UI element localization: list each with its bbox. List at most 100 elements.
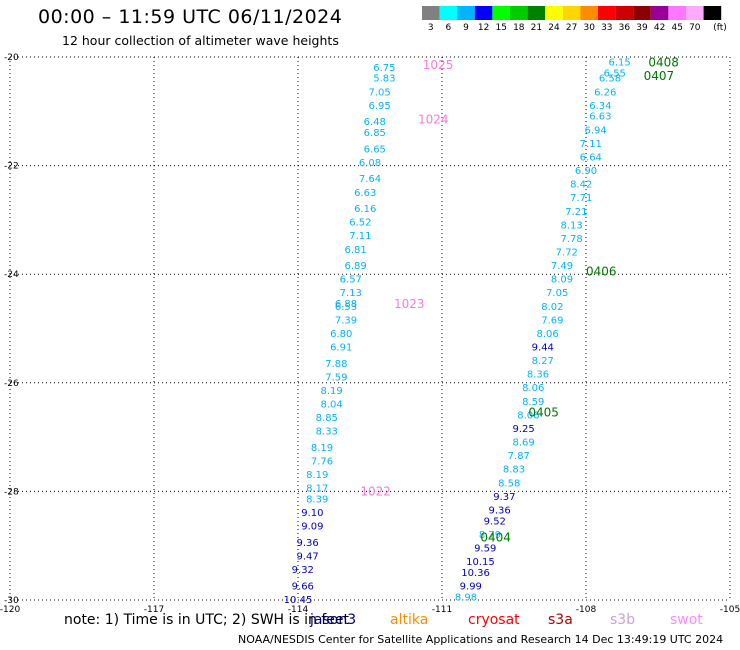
swh-value-label: 9.09	[301, 522, 323, 533]
satellite-cryosat: cryosat	[468, 612, 520, 628]
swh-value-label: 7.69	[541, 315, 563, 326]
swh-value-label: 7.49	[551, 261, 573, 272]
swh-value-label: 6.65	[364, 144, 386, 155]
colorbar-swatch	[633, 6, 651, 20]
colorbar-label: 45	[671, 23, 682, 33]
swh-value-label: 8.27	[532, 356, 554, 367]
colorbar-label: 36	[619, 23, 631, 33]
swh-value-label: 6.89	[344, 261, 366, 272]
y-tick-label: -20	[4, 53, 19, 63]
time-label: 1025	[423, 58, 454, 72]
swh-value-label: 6.52	[349, 218, 371, 229]
colorbar-label: 39	[636, 23, 648, 33]
swh-value-label: 8.06	[536, 329, 558, 340]
satellite-s3a: s3a	[548, 612, 573, 628]
swh-value-label: 8.19	[306, 470, 328, 481]
swh-value-label: 9.59	[474, 543, 496, 554]
swh-value-label: 9.37	[493, 492, 515, 503]
colorbar-label: 21	[531, 23, 542, 33]
swh-value-label: 8.42	[570, 180, 592, 191]
swh-value-label: 9.44	[532, 343, 554, 354]
colorbar-swatch	[545, 6, 563, 20]
swh-value-label: 9.47	[296, 552, 318, 563]
swh-value-label: 6.88	[335, 299, 357, 310]
colorbar-swatch	[598, 6, 616, 20]
colorbar-swatch	[422, 6, 440, 20]
satellite-jason3: jason3	[310, 612, 357, 628]
time-label: 0408	[648, 55, 679, 69]
swh-value-label: 7.76	[311, 457, 333, 468]
y-tick-label: -26	[4, 379, 19, 389]
swh-value-label: 7.13	[340, 288, 362, 299]
swh-value-label: 10.36	[461, 568, 490, 579]
colorbar-swatch	[650, 6, 669, 20]
swh-value-label: 8.06	[517, 410, 539, 421]
colorbar-label: 15	[495, 23, 506, 33]
swh-value-label: 6.80	[330, 329, 352, 340]
colorbar-label: 30	[583, 23, 595, 33]
swh-value-label: 8.79	[479, 530, 501, 541]
colorbar-label: 70	[689, 23, 701, 33]
time-label: 1023	[394, 297, 425, 311]
x-tick-label: -120	[0, 605, 20, 615]
colorbar-swatch	[615, 6, 634, 20]
swh-value-label: 8.19	[320, 386, 342, 397]
swh-value-label: 9.66	[292, 581, 314, 592]
swh-value-label: 7.05	[546, 288, 568, 299]
swh-value-label: 7.11	[580, 139, 602, 150]
swh-value-label: 8.98	[455, 592, 477, 603]
swh-value-label: 8.83	[503, 465, 525, 476]
swh-value-label: 6.94	[584, 125, 606, 136]
swh-value-label: 6.16	[354, 204, 376, 215]
swh-value-label: 7.39	[335, 315, 357, 326]
swh-value-label: 6.53	[335, 302, 357, 313]
swh-value-label: 6.58	[599, 74, 621, 85]
colorbar-swatch	[474, 6, 493, 20]
colorbar-label: 33	[601, 23, 612, 33]
swh-value-label: 6.63	[354, 188, 376, 199]
swh-value-label: 6.81	[344, 245, 366, 256]
swh-value-label: 6.08	[359, 158, 381, 169]
swh-value-label: 9.36	[296, 538, 318, 549]
colorbar-label: 18	[513, 23, 525, 33]
colorbar-swatch	[686, 6, 704, 20]
y-tick-label: -30	[4, 596, 19, 606]
colorbar-label: 27	[566, 23, 577, 33]
colorbar-swatch	[527, 6, 546, 20]
swh-value-label: 6.91	[330, 343, 352, 354]
colorbar-label: 3	[428, 23, 434, 33]
time-label: 1022	[360, 484, 391, 498]
swh-value-label: 7.87	[508, 451, 530, 462]
swh-value-label: 6.85	[364, 128, 386, 139]
colorbar-swatch	[510, 6, 528, 20]
time-label: 0407	[644, 69, 675, 83]
x-tick-label: -114	[288, 605, 309, 615]
x-tick-label: -105	[720, 605, 740, 615]
x-tick-label: -108	[576, 605, 597, 615]
satellite-altika: altika	[390, 612, 429, 628]
colorbar-label: 9	[463, 23, 469, 33]
colorbar-swatch	[492, 6, 510, 20]
swh-value-label: 6.34	[589, 101, 611, 112]
swh-value-label: 9.52	[484, 516, 506, 527]
x-tick-label: -117	[144, 605, 164, 615]
swh-value-label: 7.21	[565, 207, 587, 218]
colorbar-swatch	[703, 6, 722, 20]
satellite-swot: swot	[670, 612, 703, 628]
time-label: 0406	[586, 264, 617, 278]
colorbar-swatch	[457, 6, 475, 20]
swh-value-label: 6.48	[364, 117, 386, 128]
chart-title: 00:00 – 11:59 UTC 06/11/2024	[38, 6, 343, 28]
swh-value-label: 7.11	[349, 231, 371, 242]
colorbar-swatch	[580, 6, 598, 20]
swh-value-label: 8.02	[541, 302, 563, 313]
swh-value-label: 6.64	[580, 152, 602, 163]
colorbar-label: 42	[654, 23, 665, 33]
swh-value-label: 8.17	[306, 484, 328, 495]
swh-value-label: 8.06	[522, 383, 544, 394]
y-tick-label: -22	[4, 162, 19, 172]
swh-value-label: 8.19	[311, 443, 333, 454]
swh-value-label: 10.15	[466, 557, 495, 568]
